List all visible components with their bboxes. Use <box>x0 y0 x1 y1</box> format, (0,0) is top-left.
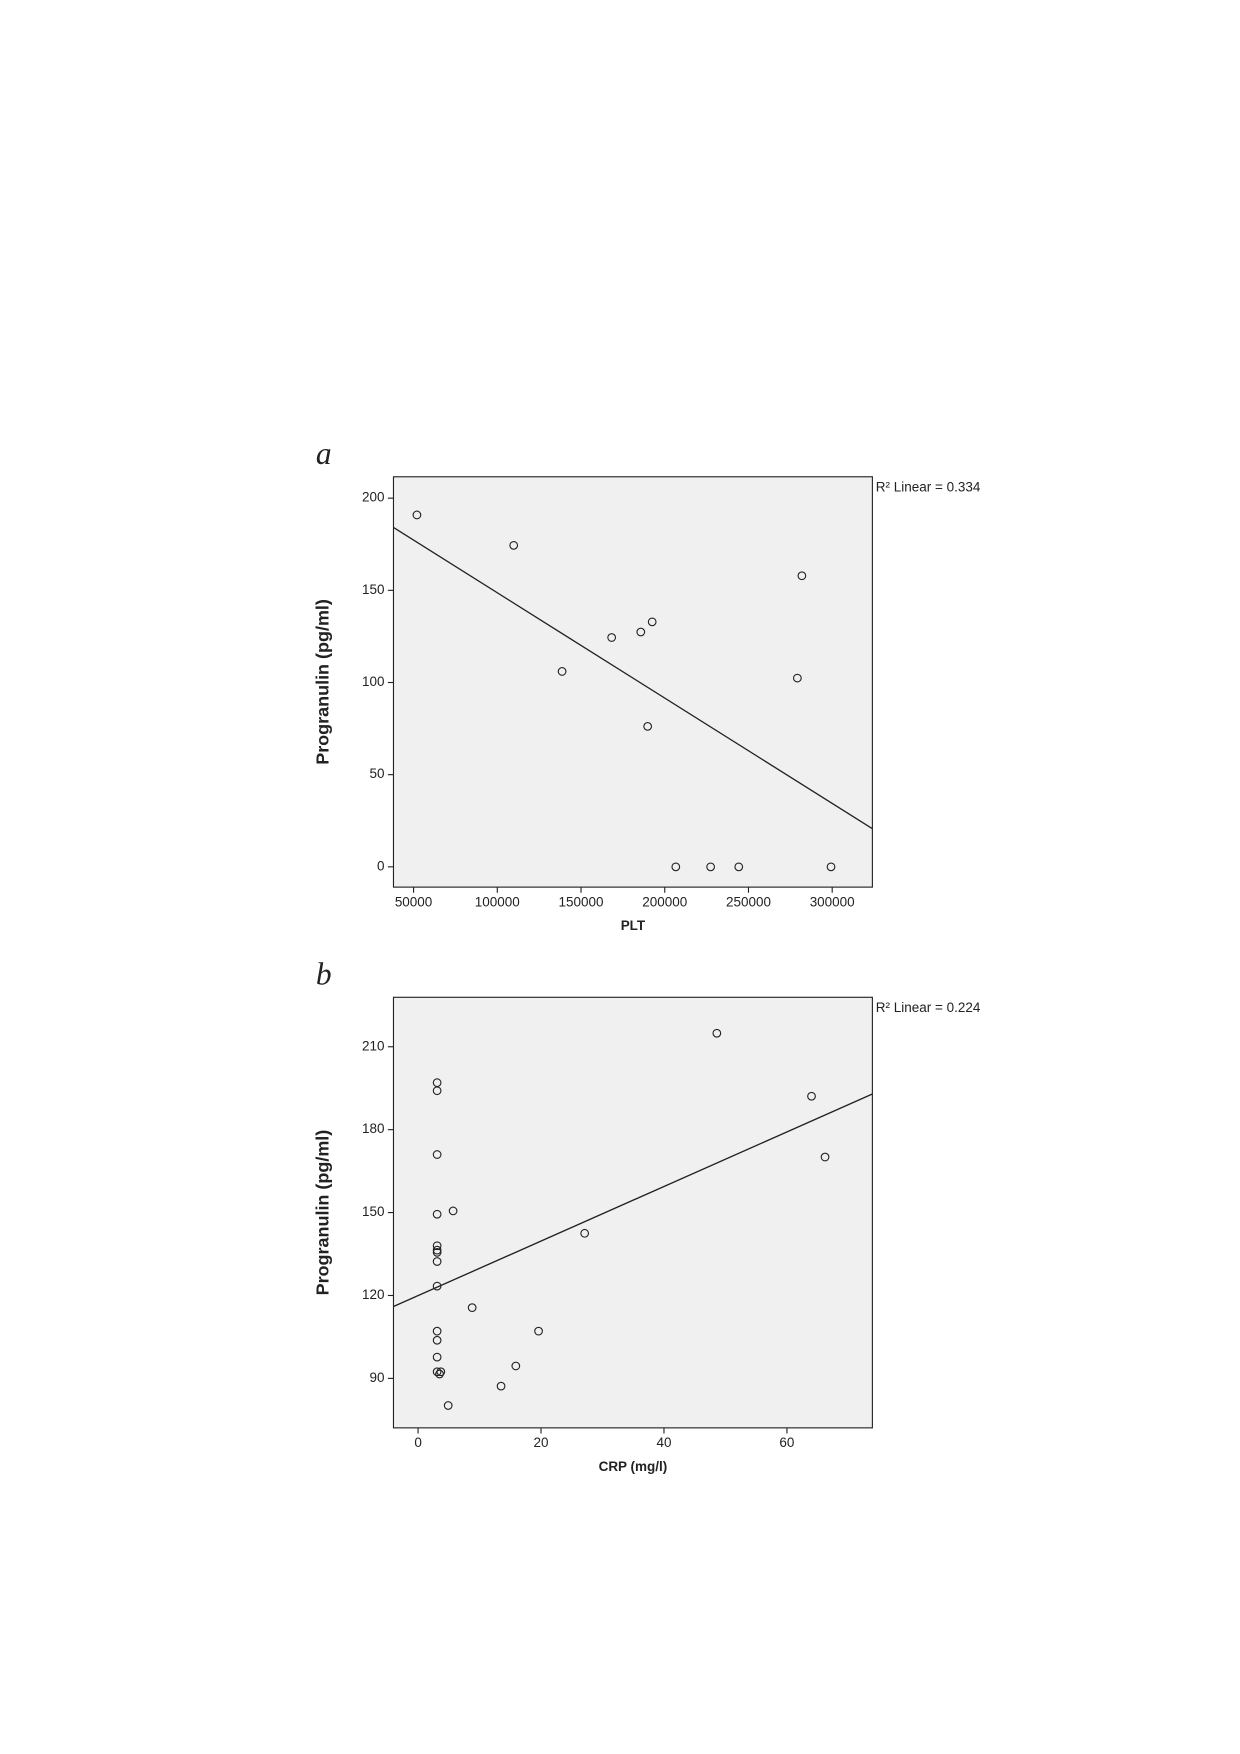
x-tick-label: 20 <box>534 1435 549 1450</box>
y-tick-label: 150 <box>362 1204 385 1219</box>
point <box>706 862 716 872</box>
point <box>432 1086 442 1096</box>
panel-label: b <box>316 956 332 991</box>
point <box>432 1281 442 1291</box>
point <box>797 571 807 581</box>
annotation: R² Linear = 0.334 <box>876 480 981 495</box>
point <box>511 1361 521 1371</box>
point <box>432 1247 442 1257</box>
fit-line <box>393 526 873 830</box>
y-tick-label: 50 <box>369 766 384 781</box>
point <box>432 1245 442 1255</box>
point <box>432 1326 442 1336</box>
point <box>557 667 567 676</box>
x-tick-label: 150000 <box>559 894 604 909</box>
annotation: R² Linear = 0.224 <box>876 1000 981 1015</box>
y-tick-label: 0 <box>377 858 385 873</box>
y-tick-label: 150 <box>362 582 385 597</box>
y-axis-title: Progranulin (pg/ml) <box>313 599 333 765</box>
x-tick-label: 200000 <box>642 894 687 909</box>
y-axis-title: Progranulin (pg/ml) <box>313 1130 333 1296</box>
point <box>432 1335 442 1345</box>
y-tick-label: 210 <box>362 1038 385 1053</box>
point <box>820 1152 830 1162</box>
point <box>671 862 681 872</box>
point <box>432 1352 442 1362</box>
point <box>435 1369 444 1379</box>
x-axis-title: PLT <box>621 918 646 933</box>
point <box>712 1028 722 1038</box>
panel-label: a <box>316 436 332 471</box>
point <box>436 1367 446 1377</box>
x-tick-label: 250000 <box>726 894 771 909</box>
point <box>509 540 519 550</box>
point <box>467 1303 477 1313</box>
y-tick-label: 100 <box>362 674 385 689</box>
point <box>647 617 657 627</box>
y-tick-label: 120 <box>362 1287 385 1302</box>
y-tick-label: 90 <box>369 1370 384 1385</box>
point <box>607 633 617 642</box>
fit-line <box>393 1093 873 1308</box>
point <box>432 1257 442 1266</box>
point <box>643 721 653 731</box>
x-tick-label: 300000 <box>810 894 855 909</box>
point <box>792 673 802 683</box>
point <box>432 1241 442 1251</box>
point <box>807 1091 816 1101</box>
point <box>826 862 836 872</box>
point <box>432 1209 442 1219</box>
x-tick-label: 0 <box>414 1435 422 1450</box>
point <box>432 1367 442 1377</box>
x-tick-label: 50000 <box>395 894 433 909</box>
point <box>580 1228 590 1238</box>
point <box>534 1326 543 1336</box>
x-tick-label: 100000 <box>475 894 520 909</box>
point <box>496 1381 506 1391</box>
point <box>448 1206 458 1216</box>
point <box>734 862 744 872</box>
point <box>636 627 646 637</box>
x-tick-label: 60 <box>779 1435 794 1450</box>
x-axis-title: CRP (mg/l) <box>599 1459 668 1474</box>
x-tick-label: 40 <box>656 1435 671 1450</box>
y-tick-label: 200 <box>362 490 385 505</box>
plot-area <box>392 996 873 1429</box>
plot-area <box>392 476 873 888</box>
point <box>443 1401 453 1410</box>
point <box>432 1150 442 1159</box>
point <box>412 510 422 520</box>
y-tick-label: 180 <box>362 1121 385 1136</box>
